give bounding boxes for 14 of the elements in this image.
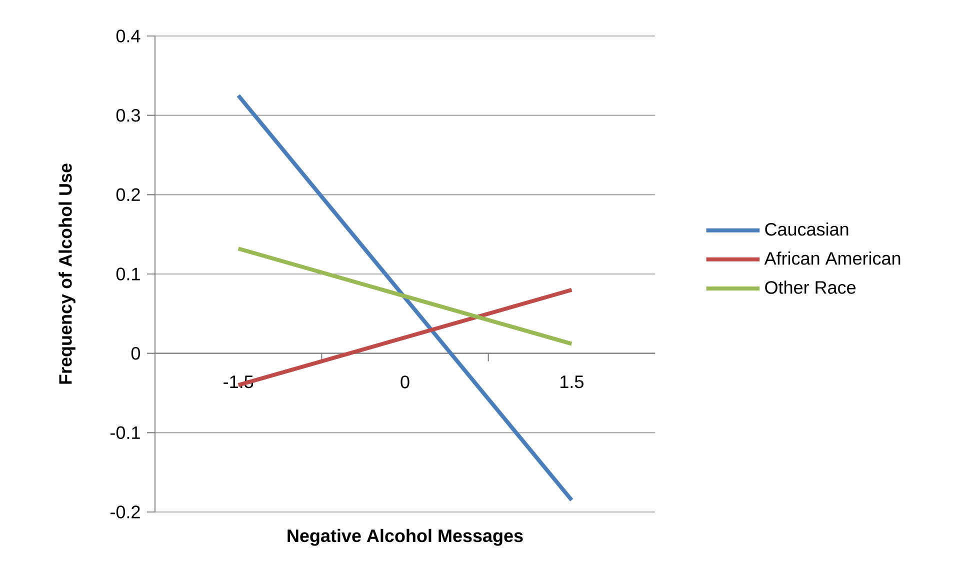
x-axis-title: Negative Alcohol Messages	[288, 528, 523, 546]
y-tick-label: 0.4	[116, 30, 140, 42]
legend-label: African American	[764, 252, 900, 265]
y-tick-label: -0.1	[110, 426, 140, 440]
y-axis-title: Frequency of Alcohol Use	[58, 164, 76, 384]
x-tick-label: 0	[400, 376, 410, 388]
y-tick-label: 0.3	[116, 108, 140, 122]
y-tick-label: -0.2	[110, 506, 140, 518]
legend-label: Other Race	[765, 280, 856, 294]
legend-label: Caucasian	[765, 222, 848, 236]
y-tick-label: 0	[131, 346, 140, 360]
y-tick-label: 0.1	[116, 268, 140, 280]
y-tick-label: 0.2	[116, 188, 140, 202]
x-tick-label: 1.5	[560, 376, 584, 388]
